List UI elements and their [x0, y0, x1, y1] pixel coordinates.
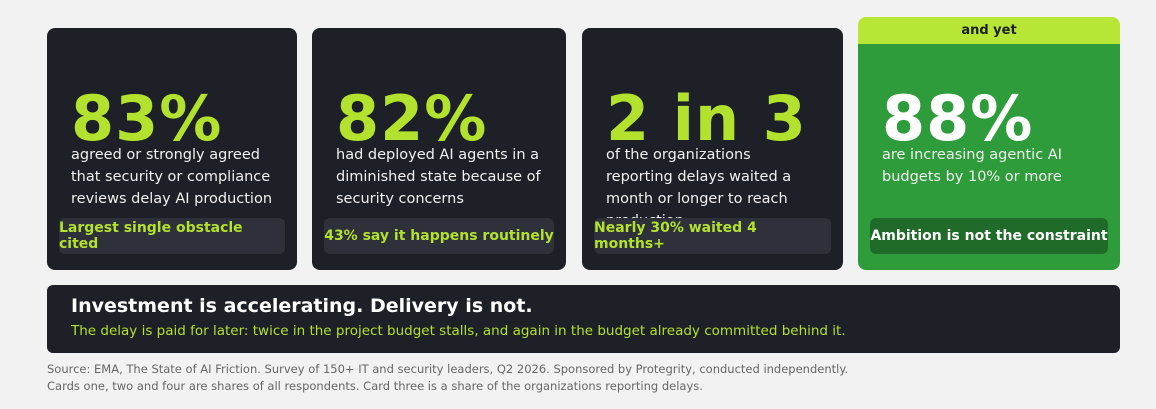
stat-note: 43% say it happens routinely [324, 218, 554, 254]
banner-subtitle: The delay is paid for later: twice in th… [71, 323, 846, 339]
stat-card: 83% agreed or strongly agreed that securi… [47, 28, 297, 270]
stat-description: had deployed AI agents in a diminished s… [336, 147, 541, 207]
stat-description: are increasing agentic AI budgets by 10%… [882, 147, 1062, 185]
stat-description: agreed or strongly agreed that security … [71, 147, 273, 207]
stat-value: 82% [336, 82, 488, 155]
footnote: Source: EMA, The State of AI Friction. S… [47, 362, 849, 376]
stat-value: 83% [71, 82, 223, 155]
stat-card: 88% are increasing agentic AI budgets by … [858, 44, 1120, 270]
stat-note: Ambition is not the constraint [870, 218, 1108, 254]
stat-value: 88% [882, 82, 1034, 155]
stat-note: Largest single obstacle cited [59, 218, 285, 254]
stat-card: 82% had deployed AI agents in a diminishe… [312, 28, 566, 270]
stat-card: 2 in 3 of the organizations reporting del… [582, 28, 843, 270]
footnote: Cards one, two and four are shares of al… [47, 379, 703, 393]
card-tag: and yet [858, 17, 1120, 44]
banner: Investment is accelerating. Delivery is … [47, 285, 1120, 353]
banner-title: Investment is accelerating. Delivery is … [71, 295, 533, 317]
stat-value: 2 in 3 [606, 82, 807, 155]
stat-note: Nearly 30% waited 4 months+ [594, 218, 831, 254]
